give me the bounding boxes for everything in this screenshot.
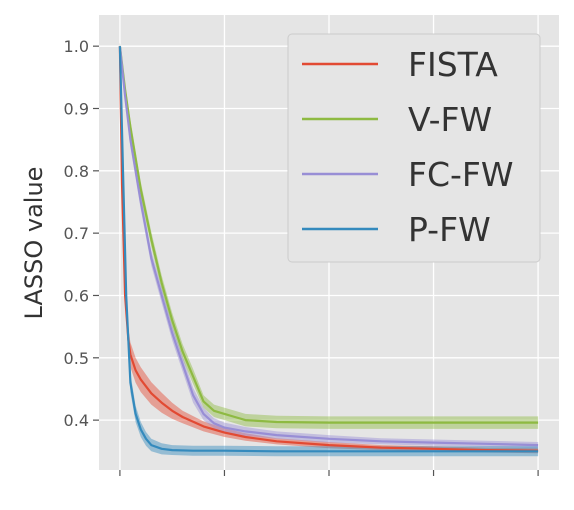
- legend-label-p-fw: P-FW: [408, 210, 491, 249]
- legend-box: [287, 33, 541, 263]
- series-lines: [118, 46, 539, 453]
- y-tick-label: 0.8: [64, 162, 89, 181]
- series-line-p-fw: [118, 46, 539, 453]
- y-tick-label: 0.7: [64, 224, 89, 243]
- y-tick-label: 0.5: [64, 349, 89, 368]
- legend-label-fista: FISTA: [408, 45, 498, 84]
- series-line-v-fw: [118, 46, 539, 424]
- legend: FISTA V-FW FC-FW P-FW: [287, 33, 541, 263]
- series-bands: [119, 38, 539, 457]
- legend-label-v-fw: V-FW: [408, 100, 492, 139]
- y-tick-label: 0.4: [64, 411, 89, 430]
- x-axis: [119, 470, 539, 476]
- legend-label-fc-fw: FC-FW: [408, 155, 514, 194]
- y-tick-label: 1.0: [64, 37, 89, 56]
- y-tick-label: 0.9: [64, 99, 89, 118]
- series-band-fista: [119, 38, 539, 454]
- y-axis: 1.0 0.9 0.8 0.7 0.6 0.5 0.4: [64, 37, 99, 430]
- y-axis-label: LASSO value: [20, 167, 48, 320]
- series-line-fc-fw: [118, 46, 539, 447]
- y-tick-label: 0.6: [64, 286, 89, 305]
